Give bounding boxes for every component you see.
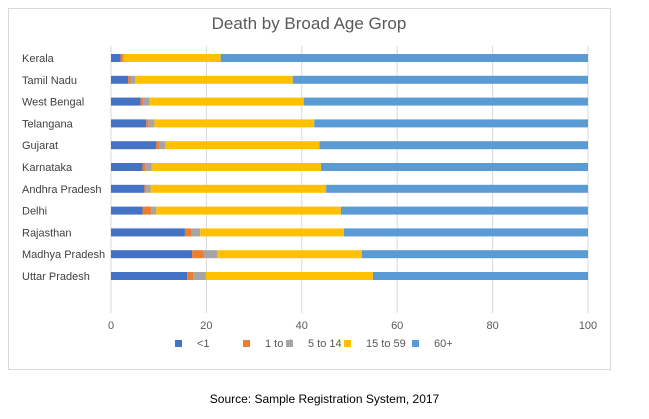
legend-swatch bbox=[344, 340, 351, 347]
stacked-bar-chart: Death by Broad Age Grop 0 20 40 60 80 100 Keral… bbox=[22, 14, 597, 350]
bar-segment bbox=[149, 97, 304, 106]
category-label: Madhya Pradesh bbox=[22, 249, 105, 261]
x-tick-label: 40 bbox=[296, 320, 308, 332]
category-label: West Bengal bbox=[22, 97, 84, 109]
bar-segment bbox=[326, 184, 588, 193]
bar-segment bbox=[292, 75, 588, 84]
bar-segment bbox=[191, 228, 201, 237]
bar-segment bbox=[145, 163, 152, 171]
legend-label: 5 to 14 bbox=[308, 338, 342, 350]
source-note: Source: Sample Registration System, 2017 bbox=[209, 392, 440, 406]
bar-segment bbox=[128, 75, 131, 84]
bar-segment bbox=[159, 141, 166, 150]
bar-segment bbox=[146, 119, 149, 128]
bar-segment bbox=[165, 141, 320, 150]
bar-segment bbox=[111, 184, 145, 193]
bar-segment bbox=[146, 184, 151, 193]
legend-swatch bbox=[286, 340, 293, 347]
bar-segment bbox=[140, 97, 143, 106]
bar-segment bbox=[130, 75, 136, 84]
category-label: Andhra Pradesh bbox=[22, 184, 102, 196]
category-label: Delhi bbox=[22, 206, 47, 218]
category-label: Rajasthan bbox=[22, 227, 72, 239]
bar-segment bbox=[120, 54, 123, 62]
bar-segment bbox=[111, 272, 188, 280]
bar-segment bbox=[187, 272, 194, 280]
bar-segment bbox=[111, 75, 129, 84]
bar-segment bbox=[122, 54, 124, 62]
bar-segment bbox=[372, 272, 588, 280]
bar-segment bbox=[142, 97, 150, 106]
category-label: Tamil Nadu bbox=[22, 75, 77, 87]
bar-segment bbox=[135, 75, 293, 84]
bar-segment bbox=[343, 228, 588, 237]
legend-swatch bbox=[243, 340, 250, 347]
bar-segment bbox=[144, 184, 147, 193]
category-label: Kerala bbox=[22, 53, 55, 65]
bar-segment bbox=[314, 119, 588, 128]
bar-segment bbox=[217, 250, 362, 259]
x-tick-label: 0 bbox=[108, 320, 114, 332]
bar-segment bbox=[220, 54, 588, 62]
bar-segment bbox=[111, 228, 185, 237]
legend-label: 1 to 4 bbox=[265, 338, 293, 350]
bar-segment bbox=[142, 206, 152, 215]
bar-segment bbox=[200, 228, 344, 237]
legend-label: 60+ bbox=[434, 338, 453, 350]
bar-segment bbox=[203, 250, 218, 259]
bar-segment bbox=[303, 97, 588, 106]
bar-segment bbox=[142, 163, 146, 171]
bar-segment bbox=[193, 272, 206, 280]
bar-segment bbox=[111, 141, 157, 150]
bar-segment bbox=[340, 206, 588, 215]
bar-segment bbox=[205, 272, 373, 280]
bar-segment bbox=[319, 141, 588, 150]
bar-segment bbox=[111, 206, 143, 215]
legend-swatch bbox=[175, 340, 182, 347]
chart-title: Death by Broad Age Grop bbox=[212, 14, 407, 33]
bar-segment bbox=[192, 250, 204, 259]
x-tick-label: 80 bbox=[486, 320, 498, 332]
bar-segment bbox=[148, 119, 155, 128]
chart-frame: Death by Broad Age Grop 0 20 40 60 80 100 Keral… bbox=[8, 8, 611, 370]
bar-segment bbox=[111, 54, 121, 62]
bar-segment bbox=[154, 119, 315, 128]
legend-label: 15 to 59 bbox=[366, 338, 406, 350]
x-tick-label: 60 bbox=[391, 320, 403, 332]
category-label: Karnataka bbox=[22, 162, 73, 174]
bar-segment bbox=[111, 163, 143, 171]
bar-segment bbox=[111, 97, 141, 106]
bar-segment bbox=[184, 228, 192, 237]
bar-segment bbox=[156, 141, 160, 150]
bar-segment bbox=[123, 54, 221, 62]
bar-segment bbox=[111, 119, 147, 128]
bar-segment bbox=[361, 250, 588, 259]
legend-swatch bbox=[412, 340, 419, 347]
bar-segment bbox=[111, 250, 193, 259]
x-tick-label: 20 bbox=[200, 320, 212, 332]
category-label: Gujarat bbox=[22, 140, 58, 152]
bar-segment bbox=[320, 163, 588, 171]
category-label: Uttar Pradesh bbox=[22, 271, 90, 283]
category-label: Telangana bbox=[22, 118, 74, 130]
bar-segment bbox=[151, 163, 321, 171]
legend-label: <1 bbox=[197, 338, 210, 350]
bar-segment bbox=[156, 206, 341, 215]
x-tick-label: 100 bbox=[579, 320, 597, 332]
bar-segment bbox=[151, 206, 157, 215]
bar-segment bbox=[150, 184, 327, 193]
